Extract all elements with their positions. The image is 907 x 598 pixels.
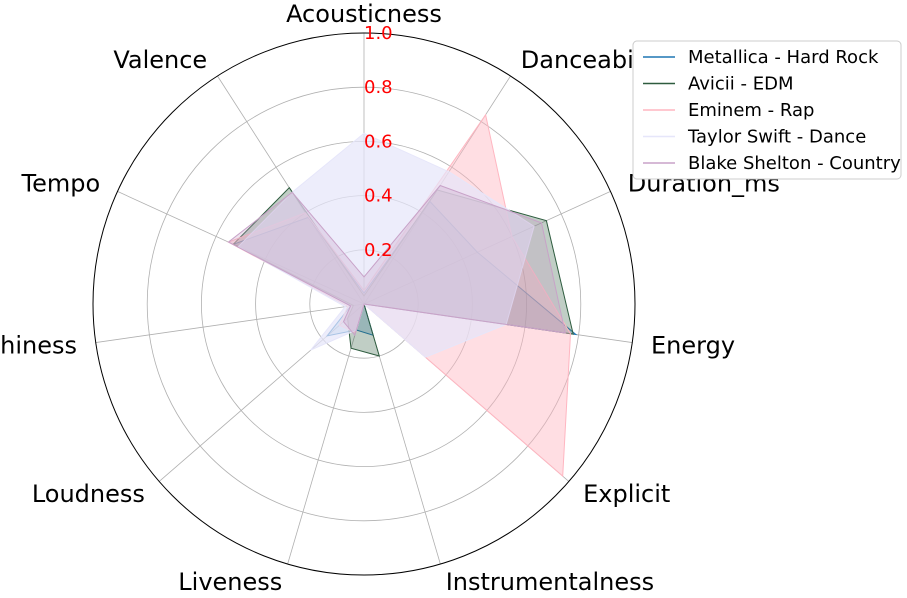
axis-label: Tempo <box>21 170 101 198</box>
legend-entry: Metallica - Hard Rock <box>688 47 879 68</box>
axis-label: Energy <box>651 331 735 359</box>
series-area <box>238 133 535 358</box>
axis-label: Liveness <box>178 568 282 596</box>
radial-tick-label: 0.6 <box>364 131 393 152</box>
outer-circle <box>92 32 636 576</box>
legend: Metallica - Hard Rock Avicii - EDM Eminem … <box>632 40 902 180</box>
legend-entry: Avicii - EDM <box>688 74 794 95</box>
legend-entry: Taylor Swift - Dance <box>687 127 866 148</box>
legend-frame <box>632 40 902 180</box>
axis-label: Instrumentalness <box>446 568 654 596</box>
axis-label: Explicit <box>583 480 670 508</box>
radial-ticks: 0.2 0.4 0.6 0.8 1.0 <box>364 23 393 261</box>
outer-frame <box>92 32 636 576</box>
axis-label: Loudness <box>32 480 145 508</box>
series-layer <box>227 113 578 478</box>
series-line <box>232 186 574 357</box>
radial-tick-label: 0.8 <box>364 77 393 98</box>
series-area <box>228 185 566 336</box>
axis-label: Valence <box>113 46 207 74</box>
legend-entry: Blake Shelton - Country <box>688 153 901 174</box>
radial-tick-label: 0.4 <box>364 186 393 207</box>
axis-labels: AcousticnessDanceabilityDuration_msEnerg… <box>0 0 780 596</box>
radial-tick-label: 1.0 <box>364 23 393 44</box>
legend-entry: Eminem - Rap <box>688 100 814 121</box>
series-line <box>227 184 566 337</box>
radial-tick-label: 0.2 <box>364 240 393 261</box>
axis-label: Acousticness <box>286 0 442 28</box>
spoke-line <box>95 303 365 343</box>
axis-label: Speechiness <box>0 331 77 359</box>
